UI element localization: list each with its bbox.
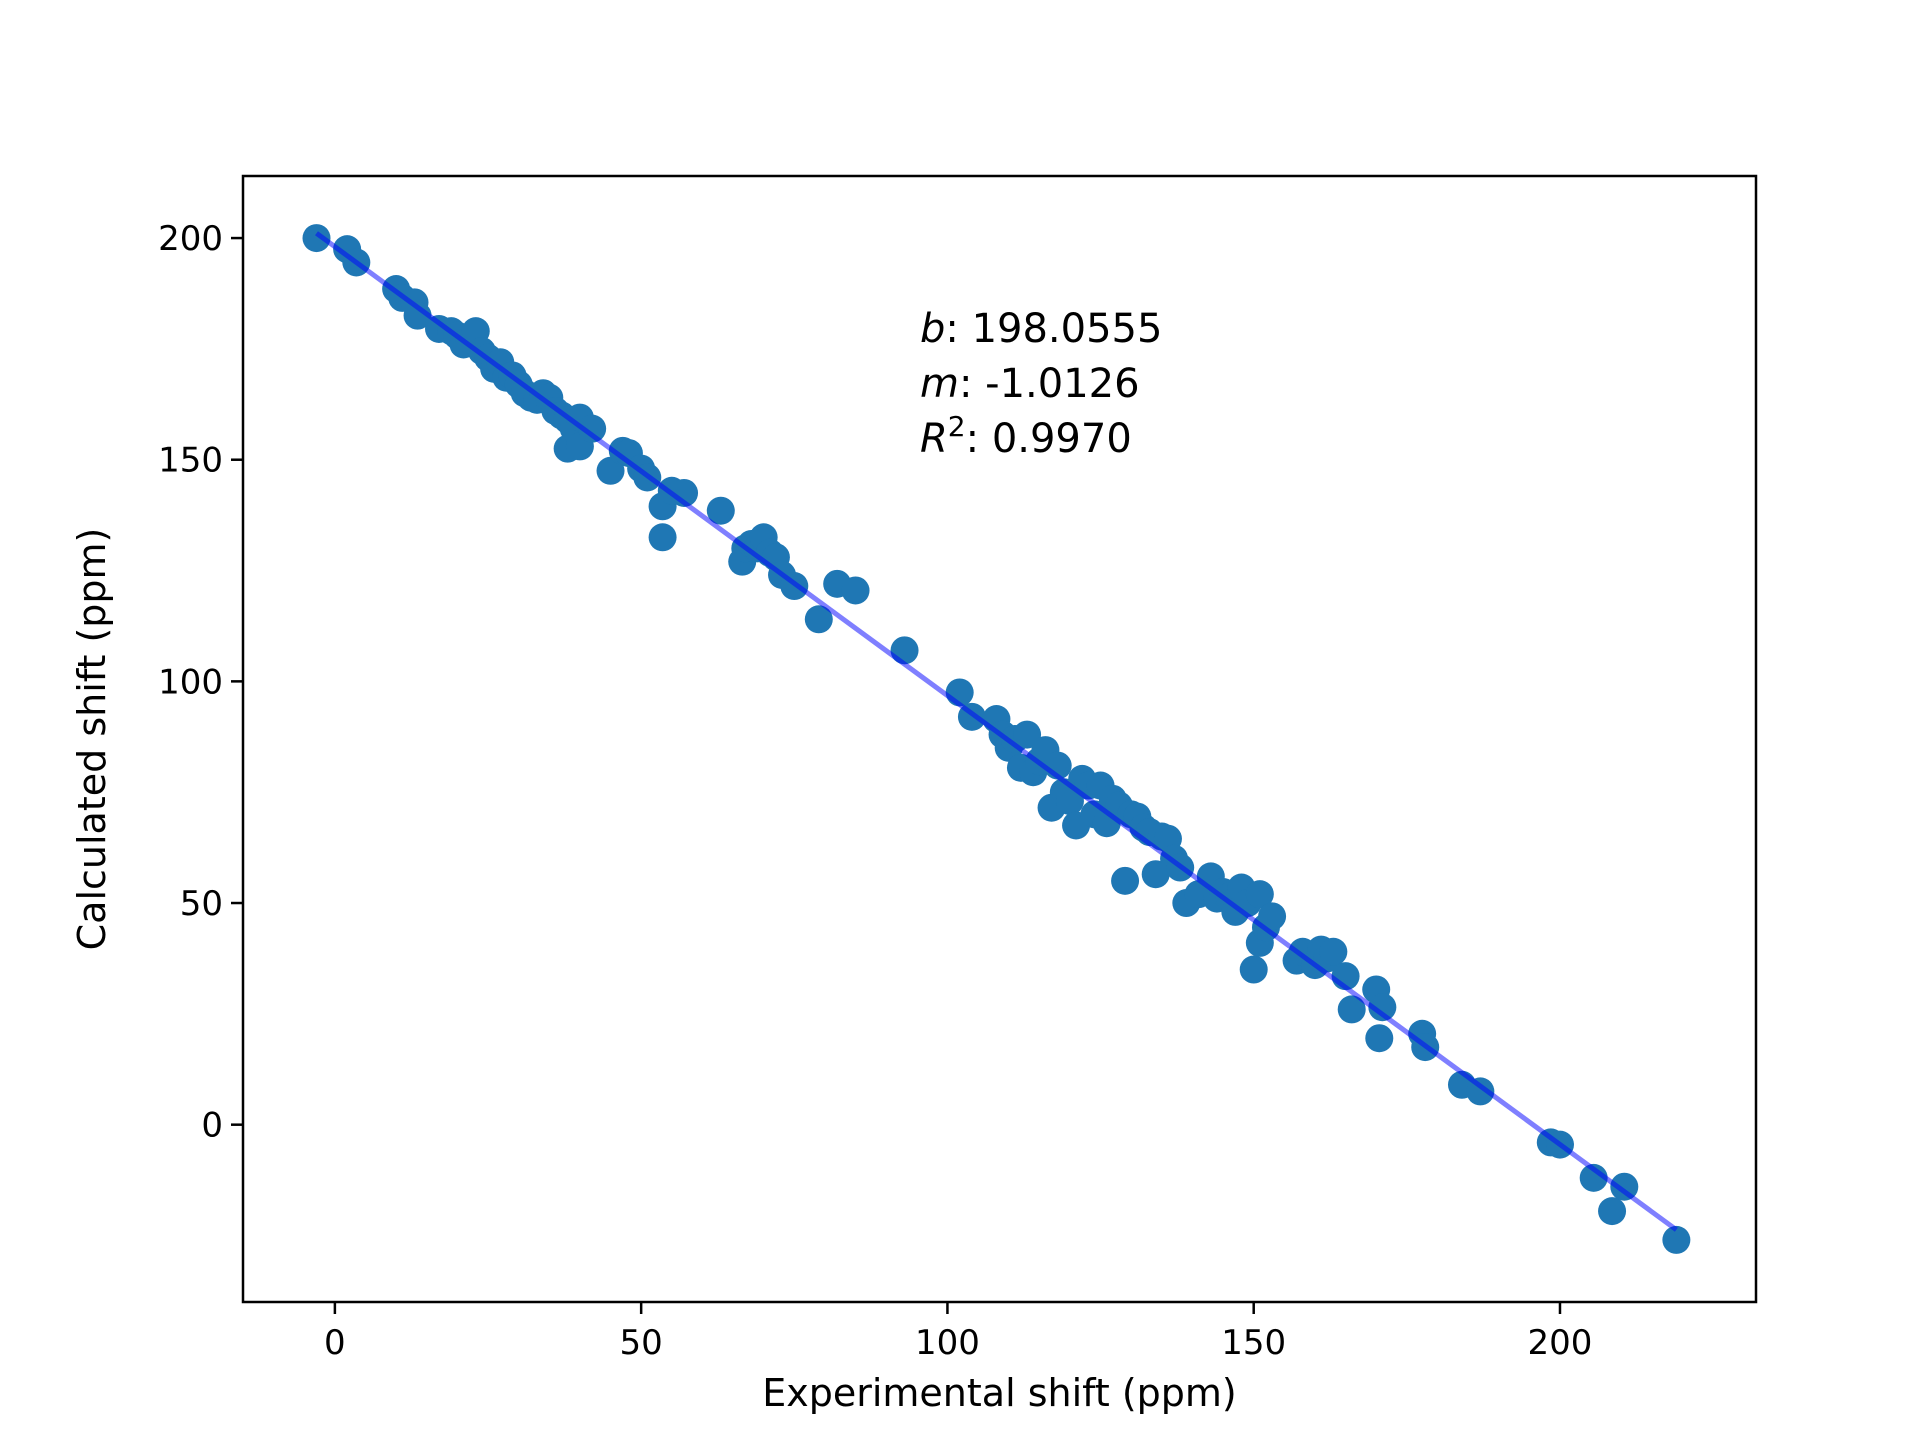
data-point — [1245, 880, 1274, 909]
x-axis-ticks: 0 50 100 150 200 — [324, 1302, 1592, 1363]
data-point — [1662, 1225, 1691, 1254]
x-tick-label: 150 — [1221, 1323, 1286, 1363]
data-point — [648, 523, 677, 552]
data-point — [302, 224, 331, 253]
fit-stat-line: b: 198.0555 — [920, 306, 1162, 352]
fit-stat-symbol: b — [920, 306, 945, 352]
data-point — [1365, 1024, 1394, 1053]
y-axis-ticks: 0 50 100 150 200 — [158, 219, 243, 1146]
fit-stat-symbol: m — [920, 361, 959, 407]
x-tick-label: 0 — [324, 1323, 346, 1363]
fit-stat-line: m: -1.0126 — [920, 361, 1140, 407]
data-point — [403, 301, 432, 330]
data-point — [1579, 1163, 1608, 1192]
y-tick-label: 200 — [158, 219, 223, 259]
fit-stat-value: : 0.9970 — [966, 416, 1132, 462]
data-point — [1258, 902, 1287, 931]
fit-line — [315, 231, 1678, 1232]
x-tick-label: 200 — [1528, 1323, 1593, 1363]
data-point — [1055, 787, 1084, 816]
data-point — [804, 605, 833, 634]
fit-stat-value: : -1.0126 — [959, 361, 1140, 407]
plot-frame — [241, 174, 1758, 1304]
data-point — [1319, 937, 1348, 966]
data-point — [1466, 1077, 1495, 1106]
data-point — [1111, 866, 1140, 895]
data-point — [1337, 995, 1366, 1024]
x-tick-label: 100 — [915, 1323, 980, 1363]
data-point — [1598, 1197, 1627, 1226]
data-point — [1141, 860, 1170, 889]
data-point — [578, 414, 607, 443]
fit-line-layer — [315, 231, 1678, 1232]
data-point — [841, 576, 870, 605]
x-axis-label: Experimental shift (ppm) — [762, 1371, 1237, 1415]
data-point — [1013, 720, 1042, 749]
data-point — [1368, 993, 1397, 1022]
data-point — [706, 496, 735, 525]
data-point — [890, 636, 919, 665]
y-tick-label: 50 — [180, 884, 223, 924]
fit-stat-line: R2: 0.9970 — [920, 410, 1132, 462]
x-tick-label: 50 — [620, 1323, 663, 1363]
y-tick-label: 0 — [201, 1106, 223, 1146]
fit-stat-superscript: 2 — [948, 410, 966, 443]
y-tick-label: 150 — [158, 441, 223, 481]
fit-stat-symbol: R — [920, 416, 948, 462]
y-tick-label: 100 — [158, 662, 223, 702]
fit-stat-value: : 198.0555 — [945, 306, 1162, 352]
data-point — [1239, 955, 1268, 984]
y-axis-label: Calculated shift (ppm) — [70, 528, 114, 951]
